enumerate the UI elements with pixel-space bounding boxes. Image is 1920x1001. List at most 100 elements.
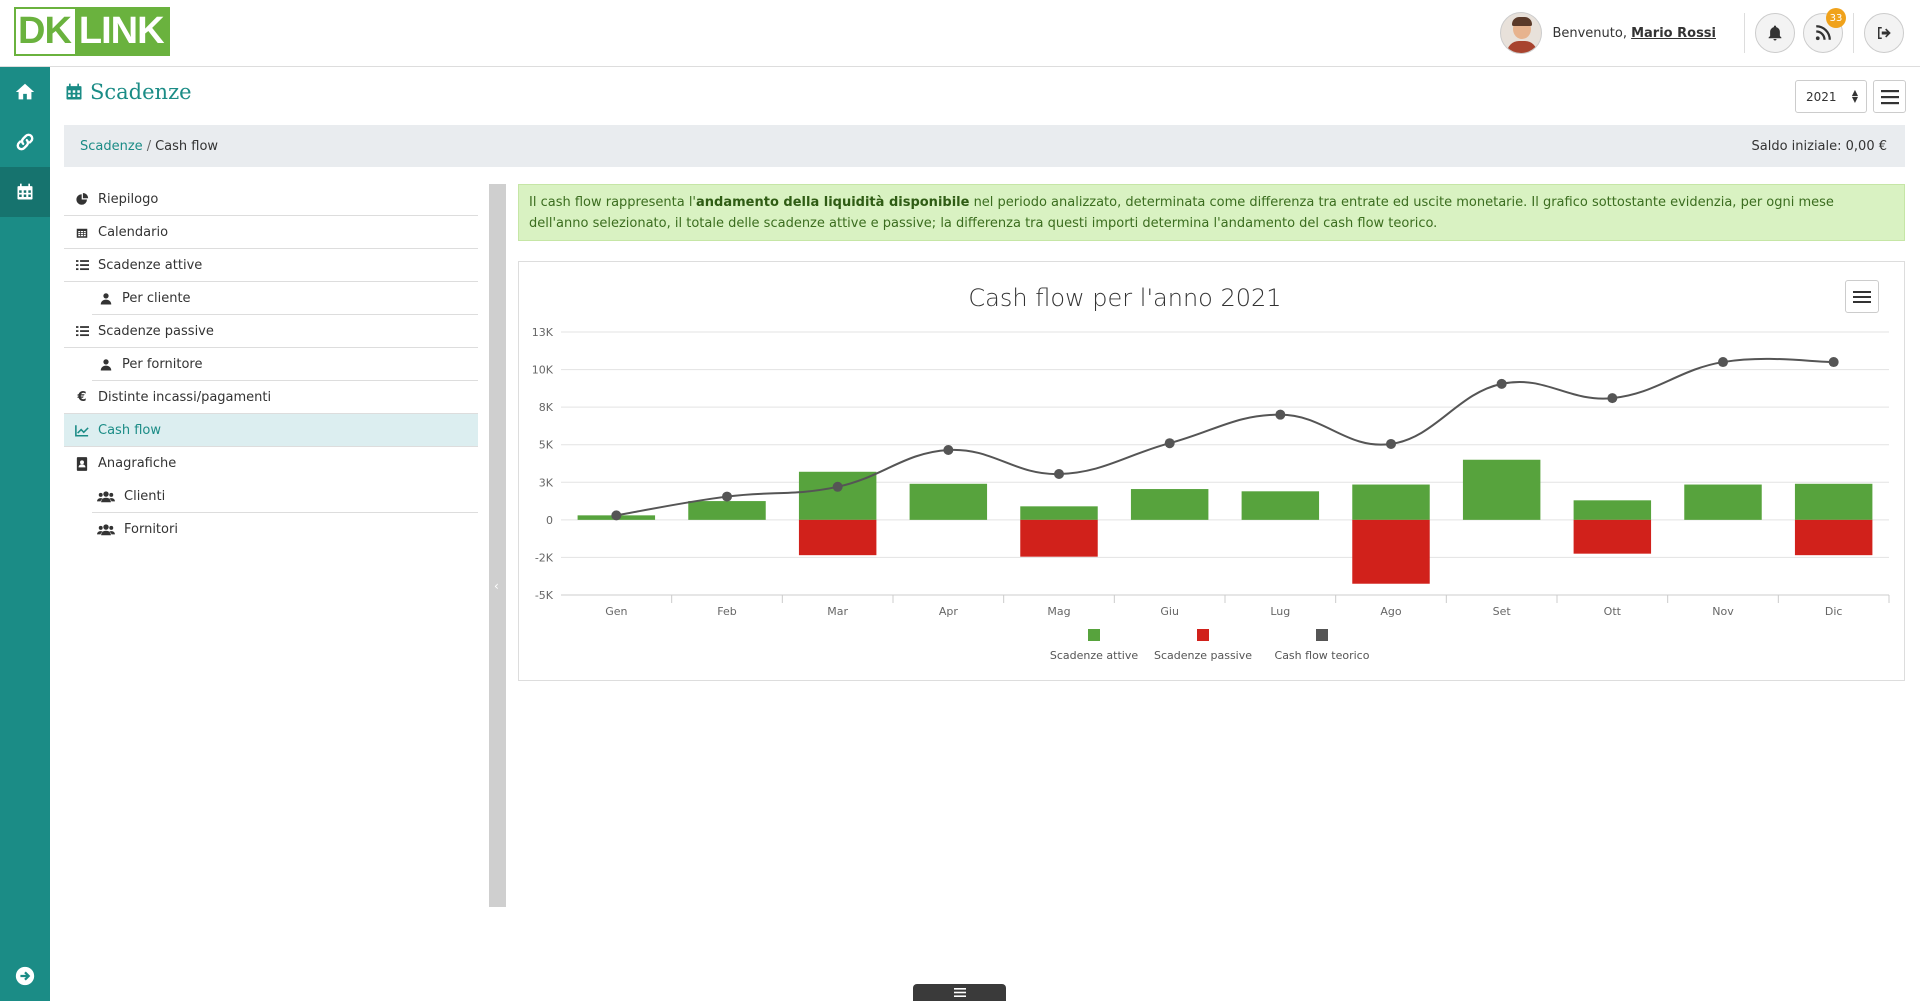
side-menu-label: Cash flow	[98, 422, 161, 438]
y-tick-label: 10K	[532, 364, 554, 377]
arrow-circle-right-icon	[15, 966, 35, 986]
info-alert: Il cash flow rappresenta l'andamento del…	[518, 184, 1905, 241]
side-menu-label: Anagrafiche	[98, 456, 177, 471]
side-menu-item-scadenze-passive[interactable]: Scadenze passive	[64, 315, 478, 348]
user-icon	[98, 290, 114, 306]
y-tick-label: 13K	[532, 326, 554, 339]
users-icon	[96, 488, 116, 504]
cash-flow-point	[1164, 438, 1175, 449]
calendar-icon	[66, 83, 82, 100]
cash-flow-point	[722, 491, 732, 502]
user-icon	[98, 356, 114, 372]
cash-flow-chart: Cash flow per l'anno 2021 13K 10K 8K 5K 3K 0 -2…	[532, 284, 1890, 662]
logout-button[interactable]	[1864, 13, 1904, 53]
side-menu: Riepilogo Calendario Scadenze attive Per…	[64, 183, 478, 546]
line-chart-icon	[74, 422, 90, 438]
nav-home[interactable]	[0, 67, 50, 117]
header-divider	[1744, 13, 1745, 53]
info-text-bold: andamento della liquidità disponibile	[696, 195, 970, 210]
side-menu-item-per-cliente[interactable]: Per cliente	[92, 282, 478, 315]
info-text-part2: nel periodo analizzato, determinata come…	[529, 195, 1834, 231]
x-tick-label: Gen	[605, 605, 627, 618]
welcome-prefix: Benvenuto,	[1552, 25, 1627, 41]
breadcrumb-current: Cash flow	[155, 138, 219, 154]
panel-splitter[interactable]: ‹	[489, 184, 506, 907]
x-tick-label: Feb	[717, 605, 736, 618]
legend-label: Scadenze attive	[1050, 649, 1138, 662]
bell-icon	[1768, 25, 1782, 41]
cash-flow-point	[1607, 393, 1618, 404]
list-icon	[74, 257, 90, 273]
bar-scadenze-attive	[1573, 500, 1652, 520]
side-menu-item-fornitori[interactable]: Fornitori	[92, 513, 478, 546]
page-title: Scadenze	[64, 80, 192, 104]
bar-scadenze-attive	[688, 501, 766, 520]
chart-panel: Cash flow per l'anno 2021 13K 10K 8K 5K 3K 0 -2…	[518, 261, 1905, 681]
x-tick-label: Giu	[1160, 605, 1179, 618]
bar-scadenze-passive	[1020, 519, 1098, 557]
logo-dk-text: DK	[16, 9, 75, 54]
header-divider	[1853, 13, 1854, 53]
calendar-icon	[17, 183, 33, 200]
feed-button[interactable]: 33	[1803, 8, 1846, 53]
page-menu-button[interactable]	[1873, 80, 1906, 113]
users-icon	[96, 522, 116, 538]
side-menu-label: Distinte incassi/pagamenti	[98, 389, 272, 405]
x-tick-label: Lug	[1270, 605, 1290, 618]
x-tick-label: Ott	[1604, 605, 1622, 618]
calendar-icon	[74, 224, 90, 240]
cash-flow-point	[1718, 357, 1728, 368]
side-menu-label: Calendario	[98, 224, 169, 240]
chevron-left-icon: ‹	[494, 579, 499, 593]
bar-scadenze-attive	[1684, 484, 1762, 520]
hamburger-icon	[1880, 89, 1899, 104]
bar-scadenze-passive	[1573, 519, 1652, 554]
saldo-iniziale: Saldo iniziale: 0,00 €	[1751, 138, 1887, 154]
bottom-drawer-toggle[interactable]	[913, 984, 1006, 1001]
breadcrumb-separator: /	[146, 138, 152, 154]
pie-chart-icon	[74, 191, 90, 207]
home-icon	[15, 83, 35, 100]
y-tick-label: 0	[546, 514, 553, 527]
legend-label: Scadenze passive	[1154, 649, 1252, 662]
side-menu-item-distinte[interactable]: € Distinte incassi/pagamenti	[64, 381, 478, 414]
legend-swatch	[1197, 629, 1209, 641]
cash-flow-point	[1054, 469, 1064, 480]
nav-expand[interactable]	[0, 965, 50, 987]
side-menu-label: Clienti	[124, 488, 166, 504]
address-book-icon	[74, 456, 90, 472]
cash-flow-line	[616, 357, 1834, 517]
side-menu-item-riepilogo[interactable]: Riepilogo	[64, 183, 478, 216]
bar-scadenze-attive	[1020, 506, 1098, 520]
legend-swatch	[1088, 629, 1100, 641]
side-menu-item-scadenze-attive[interactable]: Scadenze attive	[64, 249, 478, 282]
cash-flow-point	[1496, 378, 1507, 389]
side-menu-item-cash-flow[interactable]: Cash flow	[64, 414, 478, 447]
breadcrumb-link-scadenze[interactable]: Scadenze	[80, 138, 143, 154]
cash-flow-point	[943, 444, 954, 455]
side-menu-item-per-fornitore[interactable]: Per fornitore	[92, 348, 478, 381]
year-select-value: 2021	[1806, 89, 1837, 104]
euro-icon: €	[77, 389, 87, 405]
side-menu-item-calendario[interactable]: Calendario	[64, 216, 478, 249]
cash-flow-point	[1828, 357, 1839, 368]
nav-links[interactable]	[0, 117, 50, 167]
year-select[interactable]: 2021 ▲ ▼	[1795, 80, 1867, 113]
dklink-logo[interactable]: DK LINK	[14, 7, 170, 56]
avatar[interactable]	[1500, 12, 1543, 54]
welcome-text: Benvenuto, Mario Rossi	[1552, 26, 1716, 41]
legend-swatch	[1316, 629, 1328, 641]
notifications-button[interactable]	[1755, 13, 1795, 53]
user-name-link[interactable]: Mario Rossi	[1631, 25, 1716, 41]
chart-export-menu-button[interactable]	[1845, 280, 1879, 313]
rss-icon	[1815, 25, 1831, 41]
chart-title: Cash flow per l'anno 2021	[968, 284, 1281, 312]
side-menu-label: Per cliente	[122, 290, 191, 306]
sign-out-icon	[1878, 27, 1891, 39]
side-menu-item-anagrafiche[interactable]: Anagrafiche	[64, 447, 478, 480]
nav-scadenze[interactable]	[0, 167, 50, 217]
side-menu-label: Per fornitore	[122, 356, 203, 372]
side-menu-item-clienti[interactable]: Clienti	[92, 480, 478, 513]
bar-scadenze-passive	[798, 519, 877, 556]
hamburger-icon	[1853, 290, 1871, 303]
